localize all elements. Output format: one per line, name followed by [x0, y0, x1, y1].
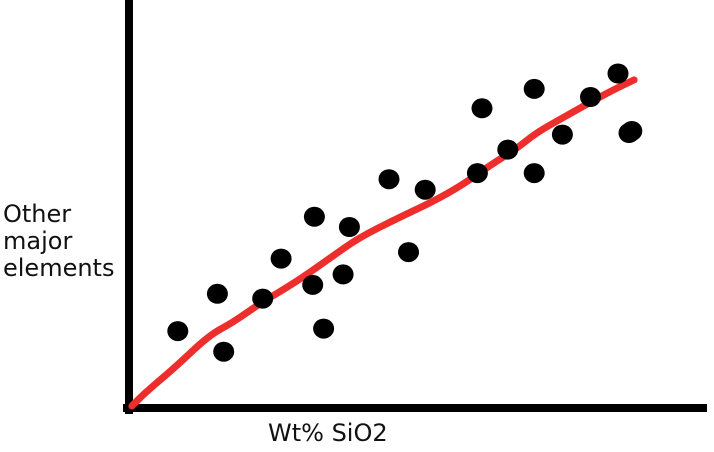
data-point-15: [471, 98, 493, 119]
data-point-16: [497, 139, 519, 160]
data-point-17: [523, 78, 545, 99]
trend-line: [128, 76, 638, 410]
data-point-4: [252, 288, 274, 309]
data-point-6: [302, 274, 324, 295]
data-points: [167, 63, 643, 362]
data-point-9: [332, 264, 354, 285]
data-point-18: [523, 163, 545, 184]
y-axis-label: Other major elements: [3, 200, 115, 282]
data-point-11: [378, 169, 400, 190]
x-axis-label: Wt% SiO2: [268, 419, 388, 447]
data-point-10: [338, 217, 360, 237]
data-point-13: [414, 179, 436, 200]
data-point-20: [580, 87, 601, 107]
data-point-3: [213, 341, 235, 362]
data-point-1: [167, 321, 189, 342]
data-point-8: [313, 318, 335, 339]
data-point-2: [206, 283, 228, 304]
data-point-19: [551, 124, 573, 145]
data-point-12: [398, 242, 419, 263]
data-point-23: [621, 121, 643, 141]
data-point-14: [466, 163, 488, 184]
data-point-21: [607, 63, 629, 84]
data-point-5: [270, 248, 292, 269]
data-point-7: [303, 206, 325, 227]
